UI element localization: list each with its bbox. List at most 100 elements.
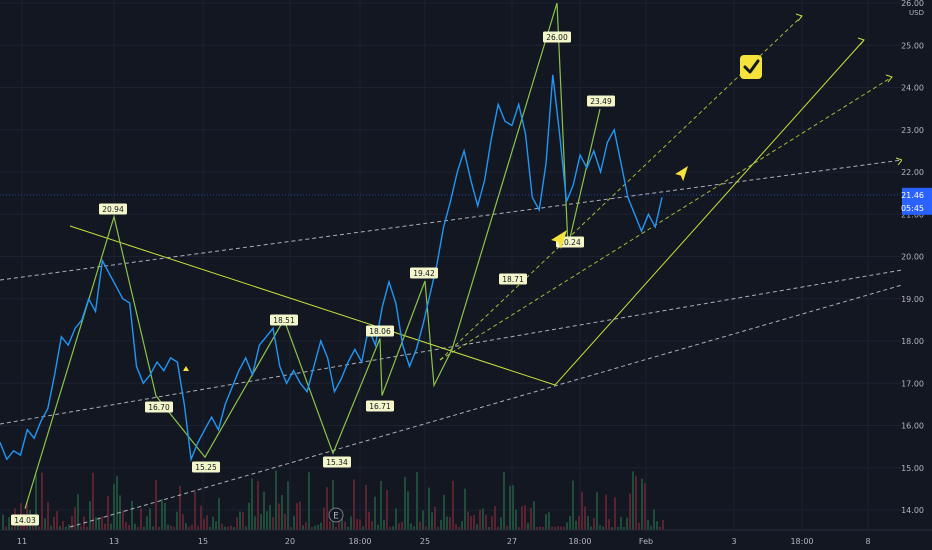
volume-bar [149, 508, 151, 530]
small-triangle-icon [183, 366, 189, 371]
wave-label: 20.94 [99, 203, 127, 215]
volume-bar [554, 526, 556, 530]
volume-bar [269, 504, 271, 530]
volume-bar [497, 526, 499, 530]
wave-label-text: 26.00 [546, 33, 568, 42]
volume-bar [188, 526, 190, 530]
volume-bar [197, 525, 199, 530]
volume-bar [233, 526, 235, 530]
current-price-badge[interactable] [902, 187, 932, 215]
volume-bar [245, 526, 247, 530]
volume-bar [638, 522, 640, 530]
volume-bar [110, 523, 112, 530]
wave-label-text: 19.42 [413, 269, 435, 278]
volume-bar [512, 485, 514, 530]
checkmark-badge-icon [740, 55, 762, 79]
volume-bar [227, 526, 229, 530]
volume-bar [98, 517, 100, 530]
wave-label-box [587, 95, 615, 107]
time-tick-label: 20 [285, 537, 295, 546]
time-axis[interactable]: 11 13 15 20 18:00 25 27 18:00 Feb 3 18:00 8 [0, 529, 932, 550]
time-tick-label: 18:00 [790, 537, 813, 546]
volume-bar [656, 521, 658, 530]
volume-bar [326, 487, 328, 530]
arrowhead-icon [857, 37, 865, 46]
event-marker[interactable]: E [328, 507, 344, 523]
wave-label-box [192, 461, 220, 473]
price-line [0, 74, 663, 463]
volume-bar [395, 508, 397, 530]
volume-bar [32, 525, 34, 530]
volume-bar [353, 479, 355, 530]
volume-bar [59, 526, 61, 530]
volume-bar [107, 495, 109, 530]
channel-line [0, 269, 903, 425]
volume-bar [449, 517, 451, 530]
volume-bar [431, 512, 433, 530]
volume-bar [596, 492, 598, 530]
volume-bar [527, 522, 529, 530]
volume-bar [452, 480, 454, 530]
wave-label-text: 18.51 [273, 316, 295, 325]
volume-bar [419, 521, 421, 530]
price-tick-label: 25.00 [901, 41, 924, 50]
volume-bar [134, 523, 136, 530]
volume-bar [152, 526, 154, 530]
volume-bar [461, 521, 463, 530]
volume-bar [305, 522, 307, 530]
volume-bar [593, 518, 595, 530]
volume-bar [167, 524, 169, 530]
volume-bar [563, 526, 565, 530]
volume-bar [254, 516, 256, 530]
time-tick-label: 27 [507, 537, 517, 546]
volume-bar [74, 507, 76, 530]
volume-bar [5, 526, 7, 530]
volume-bar [587, 516, 589, 530]
volume-bar [491, 516, 493, 530]
price-tick-label: 20.00 [901, 253, 924, 262]
volume-bar [212, 516, 214, 530]
wave-label-box [99, 203, 127, 215]
volume-bar [557, 526, 559, 530]
volume-bar [509, 485, 511, 530]
volume-bar [608, 519, 610, 530]
volume-bar [599, 525, 601, 530]
volume-bar [317, 524, 319, 530]
volume-bar [605, 494, 607, 530]
wave-label: 18.51 [270, 314, 298, 326]
volume-bar [572, 480, 574, 530]
volume-bar [203, 518, 205, 530]
volume-bar [101, 516, 103, 530]
wave-label-box [11, 514, 39, 526]
volume-bar [38, 526, 40, 530]
volume-bar [266, 511, 268, 530]
volume-bar [485, 514, 487, 530]
wave-label-box [270, 314, 298, 326]
volume-bar [344, 521, 346, 530]
volume-bar [584, 506, 586, 530]
price-tick-label: 16.00 [901, 422, 924, 431]
volume-bar [428, 487, 430, 530]
volume-bar [515, 509, 517, 530]
volume-bar [302, 525, 304, 530]
volume-bar [287, 481, 289, 530]
volume-bar [146, 516, 148, 530]
volume-bar [338, 514, 340, 530]
volume-bar [50, 525, 52, 530]
wave-label-text: 23.49 [590, 97, 612, 106]
wave-label-box [366, 400, 394, 412]
currency-label: USD [909, 9, 924, 17]
volume-bar [629, 493, 631, 530]
volume-bar [521, 506, 523, 530]
volume-bar [323, 507, 325, 530]
wave-label: 18.06 [366, 325, 394, 337]
volume-bar [275, 470, 277, 530]
volume-bar [371, 521, 373, 530]
volume-bar [113, 484, 115, 530]
volume-bar [653, 509, 655, 530]
volume-bar [455, 524, 457, 530]
wave-label-box [145, 401, 173, 413]
